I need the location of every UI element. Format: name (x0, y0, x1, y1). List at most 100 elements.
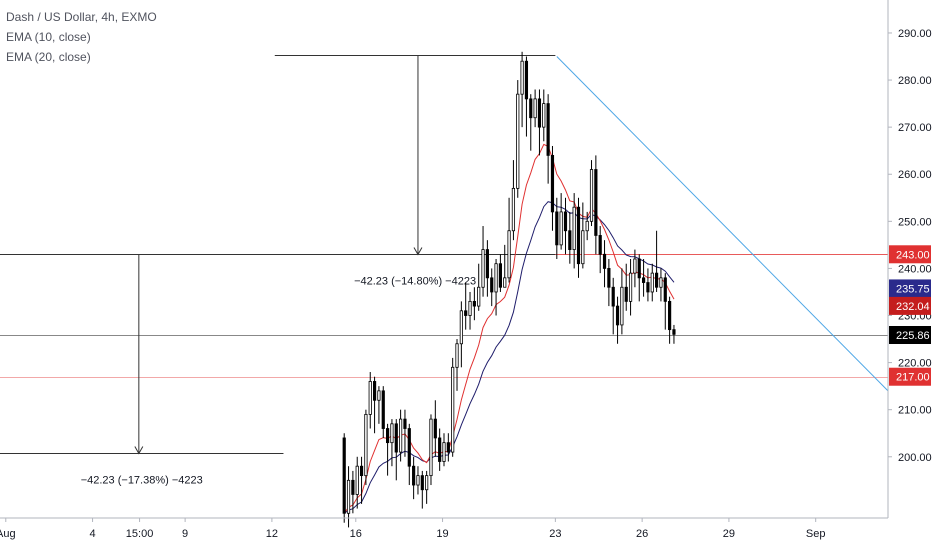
time-tick-label: 19 (436, 528, 448, 540)
candle-up (364, 409, 368, 486)
time-tick-label: 9 (182, 528, 188, 540)
candle-body (568, 230, 572, 250)
candle-down (568, 211, 572, 264)
candle-body (615, 305, 620, 326)
candle-down (668, 296, 672, 344)
candle-up (451, 357, 455, 457)
candle-up (455, 339, 459, 391)
candle-up (503, 244, 507, 288)
time-tick-label: 16 (350, 528, 362, 540)
candle-up (520, 51, 524, 128)
candle-body (637, 258, 641, 279)
price-badge-label: 217.00 (896, 372, 930, 384)
candle-body (646, 282, 650, 293)
candle-down (342, 433, 346, 523)
price-tick-label: 260.00 (898, 169, 932, 181)
symbol-title[interactable]: Dash / US Dollar, 4h, EXMO (6, 10, 157, 24)
candle-up (368, 372, 372, 429)
candle-up (633, 249, 637, 288)
candle-down (602, 240, 607, 288)
candle-down (464, 282, 468, 330)
candle-up (516, 80, 520, 198)
candle-body (611, 286, 615, 307)
horizontal-levels (0, 254, 888, 378)
price-tick-label: 270.00 (898, 122, 932, 134)
candle-body (520, 60, 524, 95)
candle-body (602, 253, 607, 269)
candle-down (641, 259, 646, 297)
candle-body (438, 437, 442, 462)
candle-down (555, 197, 559, 259)
candle-up (659, 268, 663, 302)
ema-10-legend[interactable]: EMA (10, close) (6, 30, 91, 44)
price-tick-label: 280.00 (898, 75, 932, 87)
measure-annotation: −42.23 (−14.80%) −4223 (274, 55, 556, 288)
candle-down (498, 254, 502, 292)
candle-body (455, 343, 459, 368)
measure-label: −42.23 (−17.38%) −4223 (81, 475, 203, 487)
candle-body (659, 277, 663, 288)
candle-body (650, 272, 654, 293)
price-badge-box (889, 245, 931, 264)
candle-body (485, 249, 489, 279)
candle-body (507, 230, 511, 279)
candle-body (481, 249, 485, 288)
candle-body (451, 366, 455, 453)
candle-up (477, 263, 481, 311)
price-axis[interactable]: 290.00280.00270.00260.00250.00240.00230.… (887, 0, 932, 518)
candle-down (529, 94, 533, 151)
candle-body (386, 428, 390, 444)
candle-body (403, 418, 407, 429)
trendline (556, 56, 889, 392)
candle-body (620, 286, 624, 326)
candle-body (477, 286, 481, 307)
candle-down (359, 456, 364, 504)
candle-up (494, 259, 498, 316)
time-axis[interactable]: Aug 4 15:00 9 12 16 19 23 26 29 Sep (0, 517, 888, 540)
price-badge-box (889, 367, 931, 386)
candle-body (464, 310, 468, 316)
candle-body (511, 187, 516, 232)
candle-up (620, 268, 624, 335)
candle-body (472, 300, 476, 307)
candle-down (372, 376, 377, 434)
candle-body (494, 263, 498, 293)
candle-up (442, 433, 446, 467)
candle-body (607, 268, 611, 288)
measure-annotations: −42.23 (−14.80%) −4223 −42.23 (−17.38%) −… (0, 55, 556, 487)
descending-trendline (556, 56, 889, 392)
ema-20-legend[interactable]: EMA (20, close) (6, 50, 91, 64)
candle-body (576, 206, 581, 265)
price-badge-ema-10: 232.04 (889, 296, 931, 315)
candle-down (624, 263, 628, 311)
candle-down (672, 324, 676, 344)
time-tick-label: 15:00 (126, 528, 154, 540)
candle-up (429, 414, 433, 486)
price-badge-box (889, 279, 931, 298)
measure-annotation: −42.23 (−17.38%) −4223 (0, 254, 284, 487)
candle-body (364, 413, 368, 477)
candle-up (390, 419, 394, 467)
candle-body (459, 310, 463, 345)
candle-up (399, 409, 403, 462)
candle-up (459, 301, 463, 368)
candle-up (507, 197, 511, 283)
candle-down (490, 268, 494, 307)
candle-body (346, 479, 351, 514)
candle-body (399, 418, 403, 453)
candle-up (650, 263, 654, 302)
candle-body (550, 154, 555, 213)
candle-body (655, 272, 659, 288)
candle-body (381, 390, 385, 429)
candle-body (533, 98, 537, 119)
price-badge-box (889, 326, 931, 345)
price-badge-label: 235.75 (896, 283, 930, 295)
candle-body (624, 286, 628, 302)
candle-down (381, 386, 385, 438)
candle-down (433, 400, 437, 457)
candle-body (394, 423, 398, 453)
candle-body (351, 479, 355, 495)
candle-up (355, 456, 359, 509)
price-badge-label: 225.86 (896, 330, 930, 342)
